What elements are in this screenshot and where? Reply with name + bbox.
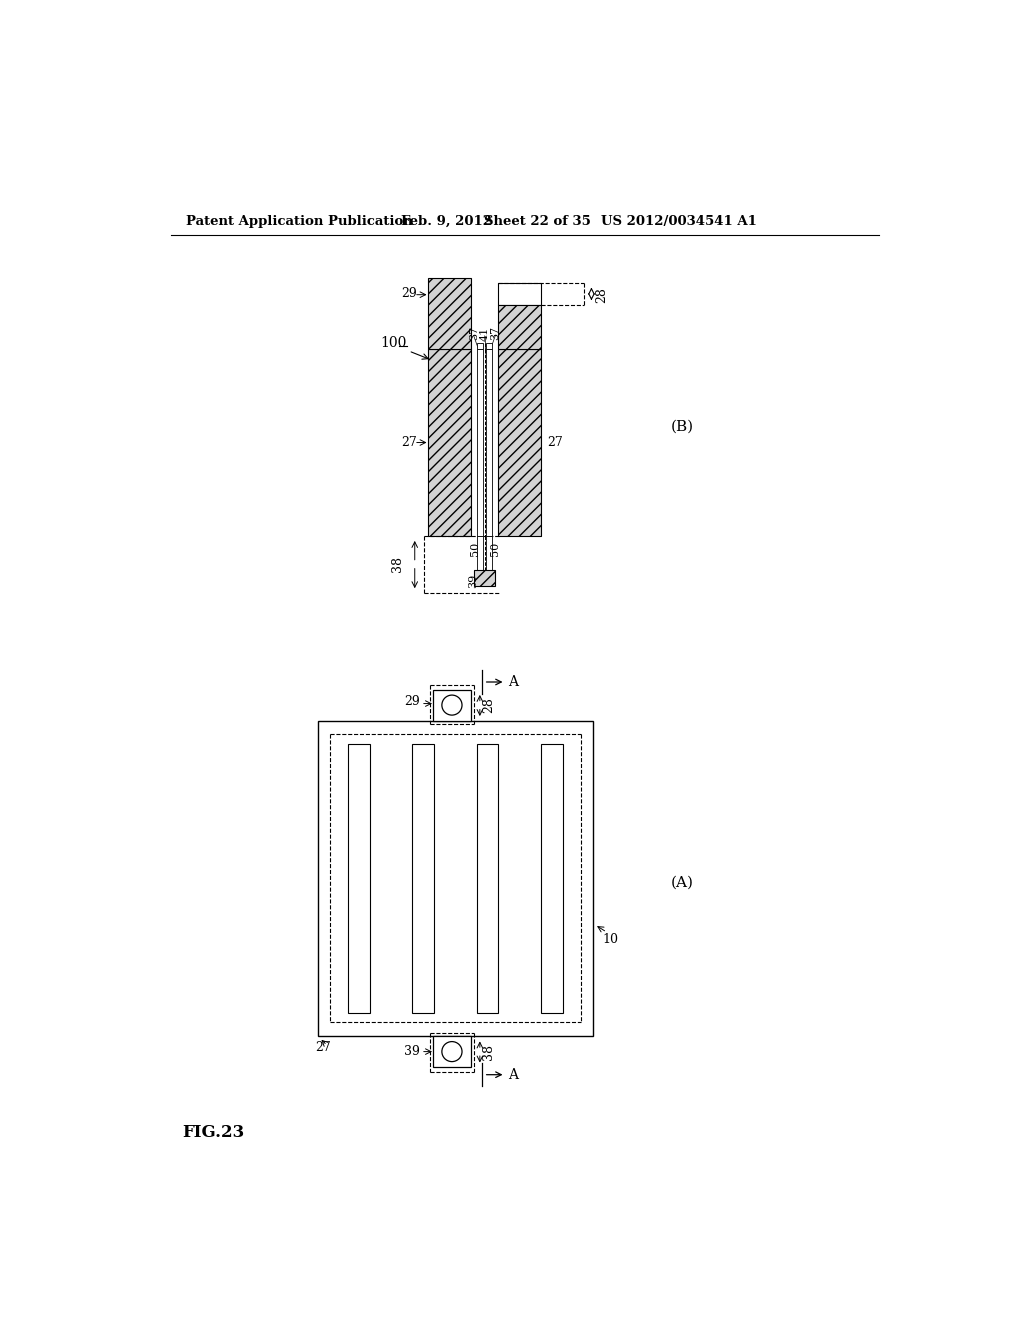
Text: 39: 39 (468, 574, 478, 589)
Bar (317, 721, 593, 1036)
Text: Patent Application Publication: Patent Application Publication (186, 215, 413, 228)
Bar (474, 570, 495, 586)
Text: 27: 27 (400, 436, 417, 449)
Bar (477, 350, 483, 536)
Text: 39: 39 (403, 1045, 420, 1059)
Text: 100: 100 (380, 337, 407, 350)
Text: 29: 29 (403, 694, 420, 708)
Text: 10: 10 (602, 933, 618, 946)
Text: 41: 41 (479, 326, 489, 341)
Text: (A): (A) (671, 875, 693, 890)
Bar (486, 343, 493, 350)
Text: 37: 37 (490, 326, 501, 341)
Bar (486, 350, 493, 536)
Bar (413, 743, 434, 1014)
Text: 38: 38 (482, 1044, 496, 1060)
Text: Sheet 22 of 35: Sheet 22 of 35 (484, 215, 592, 228)
Text: A: A (509, 675, 518, 689)
Text: 29: 29 (400, 286, 417, 300)
Bar (428, 277, 471, 350)
Text: Feb. 9, 2012: Feb. 9, 2012 (400, 215, 492, 228)
Text: 38: 38 (391, 556, 404, 572)
Text: 50: 50 (490, 543, 501, 556)
Bar (499, 305, 541, 350)
Text: A: A (509, 1068, 518, 1081)
Bar (433, 689, 471, 721)
Bar (499, 284, 541, 305)
Text: US 2012/0034541 A1: US 2012/0034541 A1 (601, 215, 757, 228)
Text: 28: 28 (482, 697, 496, 713)
Text: FIG.23: FIG.23 (182, 1123, 245, 1140)
Bar (428, 350, 471, 536)
Text: (B): (B) (671, 420, 693, 434)
Text: 28: 28 (595, 288, 608, 304)
Text: 27: 27 (314, 1041, 331, 1055)
Bar (486, 536, 493, 570)
Bar (433, 1036, 471, 1067)
Bar (477, 343, 483, 350)
Bar (477, 743, 499, 1014)
Bar (348, 743, 370, 1014)
Bar (477, 536, 483, 570)
Bar (541, 743, 563, 1014)
Text: 50: 50 (470, 543, 480, 556)
Text: 27: 27 (547, 436, 563, 449)
Bar (499, 350, 541, 536)
Text: 37: 37 (469, 326, 478, 341)
